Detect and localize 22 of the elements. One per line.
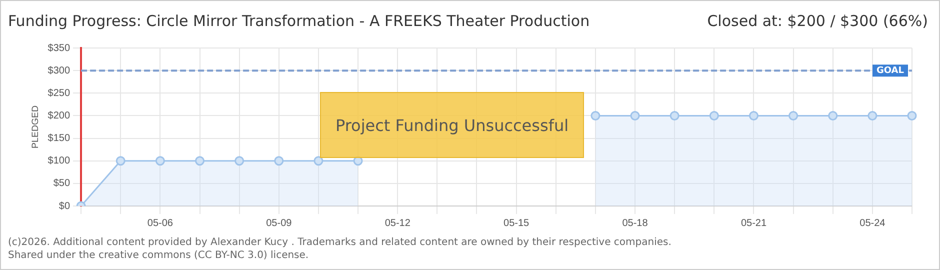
- x-tick-label: 05-09: [266, 218, 292, 229]
- x-tick-label: 05-21: [740, 218, 767, 229]
- notice-box: Project Funding Unsuccessful: [320, 92, 584, 158]
- ref-line-label: GOAL: [876, 66, 904, 76]
- y-tick-label: $350: [48, 42, 70, 54]
- y-tick-label: $100: [48, 156, 70, 167]
- x-tick-label: 05-24: [860, 218, 886, 229]
- y-tick-label: $300: [48, 65, 70, 76]
- x-tick-label: 05-06: [147, 218, 174, 229]
- y-tick-label: $150: [48, 133, 70, 144]
- chart-title: Funding Progress: Circle Mirror Transformation - A FREEKS Theater Production: [8, 12, 590, 30]
- y-tick-label: $200: [48, 110, 70, 122]
- text: (c)2026. Additional content provided by Alexander Kucy . Trademarks and related content are owned by their respective companies.: [8, 237, 672, 248]
- y-tick-label: $0: [58, 200, 70, 212]
- x-tick-label: 05-18: [622, 218, 648, 229]
- y-tick-label: $250: [48, 88, 70, 99]
- text: Shared under the creative commons (CC BY-NC 3.0) license.: [8, 250, 309, 261]
- x-tick-label: 05-12: [384, 218, 411, 229]
- y-tick-label: $50: [53, 178, 70, 190]
- x-tick-label: 05-15: [504, 218, 530, 229]
- chart-subtitle: Closed at: $200 / $300 (66%): [707, 12, 928, 30]
- y-axis-title: PLEDGED: [30, 104, 40, 149]
